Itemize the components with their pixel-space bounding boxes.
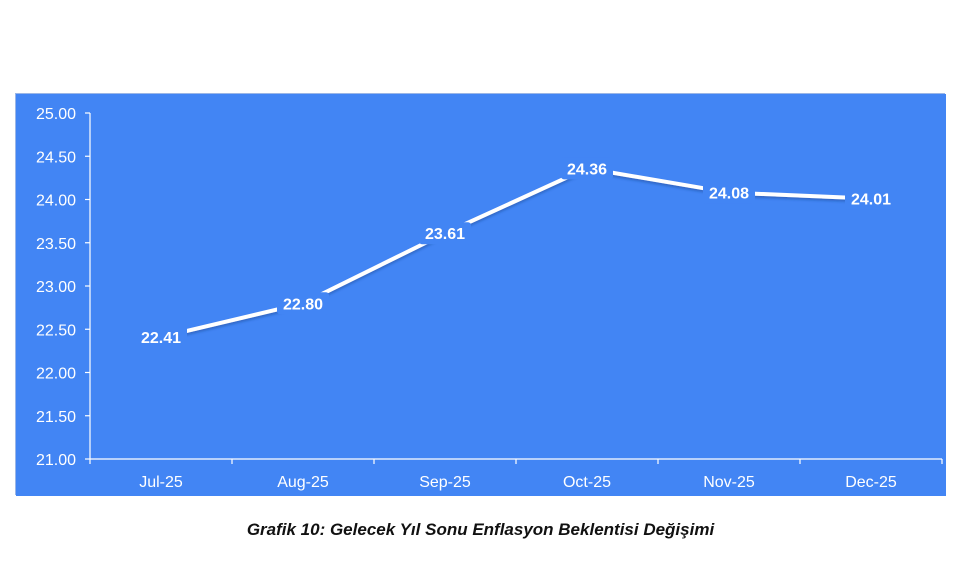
data-label-bg [419,222,471,245]
y-tick-label: 25.00 [36,106,76,123]
data-label-bg [561,157,613,180]
chart-panel: 21.00 21.50 22.00 22.50 23.00 23.50 24.00 24.50… [15,93,946,496]
line-chart: 21.00 21.50 22.00 22.50 23.00 23.50 24.00 24.50… [16,94,946,496]
data-label: 22.80 [283,296,323,313]
y-tick-label: 24.50 [36,149,76,166]
chart-caption: Grafik 10: Gelecek Yıl Sonu Enflasyon Be… [246,520,715,539]
data-label: 24.01 [851,192,891,209]
y-tick-label: 22.00 [36,366,76,383]
y-tick-label: 23.00 [36,279,76,296]
data-label: 23.61 [425,226,465,243]
data-label: 22.41 [141,330,181,347]
x-tick-label: Oct-25 [563,474,611,491]
y-tick-label: 21.00 [36,452,76,469]
x-tick-label: Aug-25 [277,474,329,491]
data-label: 24.08 [709,186,749,203]
data-label-bg [277,292,329,315]
x-tick-label: Sep-25 [419,474,471,491]
plot-background [16,94,946,496]
x-tick-label: Dec-25 [845,474,897,491]
x-tick-label: Jul-25 [139,474,183,491]
data-label-bg [703,181,755,204]
y-tick-label: 23.50 [36,236,76,253]
x-tick-label: Nov-25 [703,474,755,491]
y-tick-label: 24.00 [36,193,76,210]
data-label: 24.36 [567,161,607,178]
data-label-bg [845,187,897,210]
data-label-bg [135,326,187,349]
y-tick-label: 21.50 [36,409,76,426]
y-tick-label: 22.50 [36,322,76,339]
